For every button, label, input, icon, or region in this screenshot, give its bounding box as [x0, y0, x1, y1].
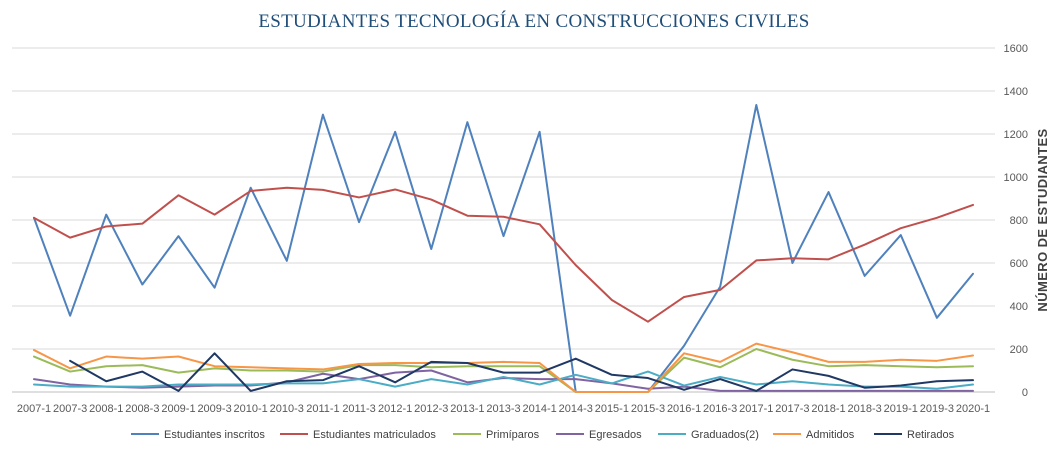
- legend-label: Estudiantes matriculados: [313, 429, 436, 441]
- series-line-primiparos: [33, 348, 974, 393]
- legend-label: Retirados: [907, 429, 955, 441]
- x-tick-label: 2020-1: [956, 403, 990, 415]
- x-tick-label: 2011-3: [342, 403, 375, 415]
- x-tick-label: 2016-3: [703, 403, 737, 415]
- series-line-graduados-2: [33, 370, 974, 390]
- x-tick-label: 2014-3: [559, 403, 593, 415]
- series-line-estudiantes-inscritos: [33, 103, 974, 393]
- y-tick-label: 400: [1010, 301, 1028, 313]
- x-tick-label: 2012-1: [378, 403, 412, 415]
- x-tick-label: 2013-1: [450, 403, 484, 415]
- y-tick-label: 1600: [1004, 43, 1028, 55]
- series-line-egresados: [33, 369, 974, 392]
- series-line-estudiantes-matriculados: [33, 186, 974, 323]
- x-tick-label: 2016-1: [667, 403, 701, 415]
- x-tick-label: 2018-1: [811, 403, 845, 415]
- y-tick-label: 1200: [1004, 129, 1028, 141]
- x-tick-label: 2008-3: [125, 403, 159, 415]
- x-tick-label: 2011-1: [306, 403, 339, 415]
- legend-label: Egresados: [589, 429, 642, 441]
- y-tick-label: 0: [1022, 387, 1028, 399]
- x-tick-label: 2017-3: [775, 403, 809, 415]
- x-tick-label: 2015-1: [595, 403, 629, 415]
- x-tick-label: 2017-1: [739, 403, 773, 415]
- x-tick-label: 2009-3: [197, 403, 231, 415]
- y-axis-label: NÚMERO DE ESTUDIANTES: [1035, 128, 1050, 311]
- x-tick-label: 2013-3: [486, 403, 520, 415]
- x-tick-label: 2007-1: [17, 403, 51, 415]
- legend-label: Graduados(2): [691, 429, 759, 441]
- x-tick-label: 2014-1: [522, 403, 556, 415]
- x-axis-ticks: 2007-1 2007-3 2008-1 2008-3 2009-1 2009-3 2010…: [17, 403, 990, 415]
- y-tick-label: 800: [1010, 215, 1028, 227]
- x-tick-label: 2019-3: [920, 403, 954, 415]
- y-axis-ticks: 0 200 400 600 800 1000 1200 1400 1600: [1004, 43, 1028, 399]
- series-line-admitidos: [33, 342, 974, 393]
- series-line-retirados: [69, 352, 974, 392]
- y-tick-label: 200: [1010, 344, 1028, 356]
- x-tick-label: 2008-1: [89, 403, 123, 415]
- x-tick-label: 2009-1: [161, 403, 195, 415]
- legend-label: Estudiantes inscritos: [164, 429, 265, 441]
- x-tick-label: 2012-3: [414, 403, 448, 415]
- chart-title: ESTUDIANTES TECNOLOGÍA EN CONSTRUCCIONES…: [258, 10, 809, 32]
- x-tick-label: 2010-3: [270, 403, 304, 415]
- y-tick-label: 1000: [1004, 172, 1028, 184]
- y-tick-label: 1400: [1004, 86, 1028, 98]
- legend: Estudiantes inscritos Estudiantes matricu…: [131, 429, 955, 441]
- gridlines: [12, 47, 995, 393]
- x-tick-label: 2018-3: [848, 403, 882, 415]
- x-tick-label: 2007-3: [53, 403, 87, 415]
- legend-label: Primíparos: [486, 429, 540, 441]
- legend-label: Admitidos: [806, 429, 855, 441]
- x-tick-label: 2010-1: [234, 403, 268, 415]
- x-tick-label: 2019-1: [884, 403, 918, 415]
- y-tick-label: 600: [1010, 258, 1028, 270]
- series-lines: [33, 103, 974, 393]
- x-tick-label: 2015-3: [631, 403, 665, 415]
